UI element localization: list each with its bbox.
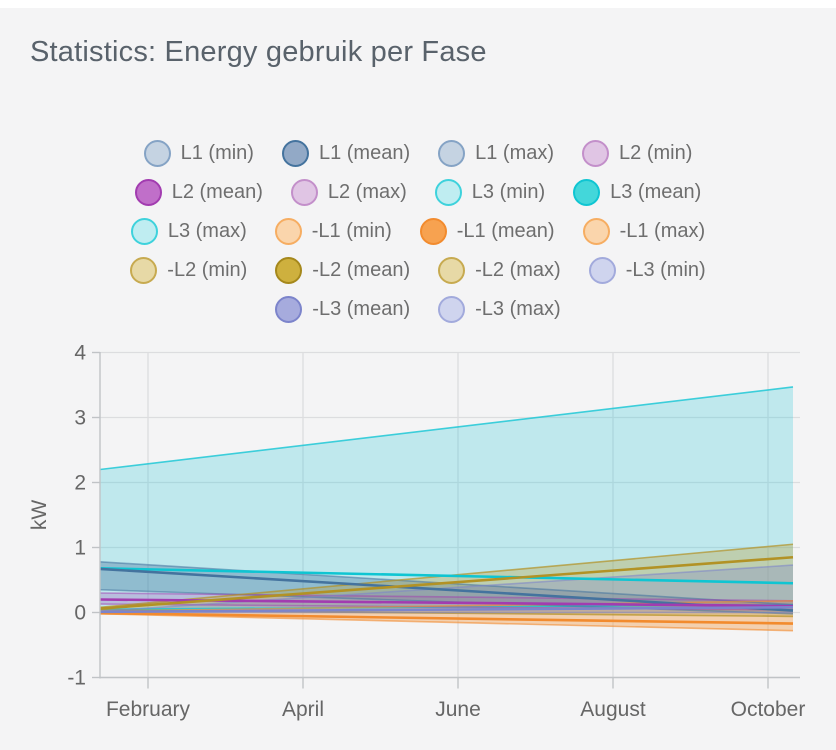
y-tick-label: 0 bbox=[74, 602, 86, 625]
x-tick-label: August bbox=[580, 698, 646, 721]
legend-dot-icon bbox=[573, 178, 601, 206]
-L3-mean-line bbox=[99, 606, 794, 614]
y-tick-label: 2 bbox=[74, 472, 86, 495]
legend-item[interactable]: L1 (mean) bbox=[281, 138, 411, 168]
legend-dot-icon bbox=[275, 295, 303, 323]
legend-dot-icon bbox=[275, 256, 303, 284]
y-tick-label: -1 bbox=[67, 667, 86, 690]
y-tick-label: 1 bbox=[74, 537, 86, 560]
x-tick-label: April bbox=[282, 698, 324, 721]
legend-item-label: L1 (mean) bbox=[318, 141, 411, 164]
-L2-mean-line bbox=[99, 555, 794, 610]
legend-item[interactable]: -L2 (max) bbox=[438, 255, 561, 285]
legend-dot-icon bbox=[290, 178, 318, 206]
legend-item[interactable]: -L3 (min) bbox=[588, 255, 706, 285]
band-L3 bbox=[100, 386, 793, 610]
legend-item[interactable]: -L1 (max) bbox=[582, 216, 706, 246]
legend-dot-icon bbox=[274, 217, 302, 245]
legend-item-label: -L3 (min) bbox=[625, 258, 706, 281]
legend-dot-icon bbox=[281, 139, 309, 167]
legend-dot-icon bbox=[588, 256, 616, 284]
legend-item[interactable]: L2 (max) bbox=[290, 177, 407, 207]
legend-item-label: -L2 (mean) bbox=[312, 258, 411, 281]
legend-item[interactable]: -L2 (mean) bbox=[275, 255, 410, 285]
legend-dot-icon bbox=[419, 217, 447, 245]
legend-dot-icon bbox=[130, 256, 158, 284]
-L3-max-line bbox=[99, 564, 794, 612]
legend-item[interactable]: -L3 (max) bbox=[438, 294, 561, 324]
legend-dot-icon bbox=[438, 256, 466, 284]
legend-item-label: L2 (mean) bbox=[171, 180, 263, 203]
legend-item[interactable]: -L1 (min) bbox=[274, 216, 392, 246]
legend-item[interactable]: L3 (max) bbox=[130, 216, 247, 246]
legend-dot-icon bbox=[438, 295, 466, 323]
y-tick-label: 4 bbox=[74, 342, 86, 365]
legend-item[interactable]: L2 (mean) bbox=[134, 177, 263, 207]
legend-dot-icon bbox=[143, 139, 171, 167]
card-top-strip bbox=[0, 0, 836, 8]
L3-max-line bbox=[99, 386, 794, 471]
legend-item-label: -L2 (min) bbox=[167, 258, 248, 281]
legend-dot-icon bbox=[582, 139, 610, 167]
chart-legend: L1 (min) L1 (mean) L1 (max) L2 (min) L2 (mea… bbox=[68, 138, 768, 324]
-L1-mean-line bbox=[99, 611, 794, 625]
legend-item-label: -L1 (mean) bbox=[456, 219, 555, 242]
y-axis-label: kW bbox=[28, 500, 51, 531]
legend-item-label: -L1 (max) bbox=[619, 219, 706, 242]
legend-item-label: L2 (max) bbox=[327, 180, 407, 203]
legend-item-label: L3 (max) bbox=[167, 219, 247, 242]
legend-item[interactable]: L2 (min) bbox=[582, 138, 692, 168]
y-tick-label: 3 bbox=[74, 407, 86, 430]
legend-item-label: -L2 (max) bbox=[475, 258, 561, 281]
legend-item-label: L1 (max) bbox=[475, 141, 555, 164]
legend-dot-icon bbox=[434, 178, 462, 206]
page-title: Statistics: Energy gebruik per Fase bbox=[30, 36, 487, 68]
x-tick-label: February bbox=[106, 698, 191, 721]
legend-item[interactable]: -L2 (min) bbox=[130, 255, 247, 285]
x-tick-label: October bbox=[731, 698, 806, 721]
legend-dot-icon bbox=[134, 178, 162, 206]
legend-dot-icon bbox=[438, 139, 466, 167]
L2-max-line bbox=[99, 592, 794, 602]
legend-dot-icon bbox=[130, 217, 158, 245]
-L1-min-line bbox=[99, 613, 794, 632]
legend-item-label: -L1 (min) bbox=[311, 219, 392, 242]
legend-item[interactable]: L3 (min) bbox=[434, 177, 546, 207]
legend-item-label: -L3 (mean) bbox=[312, 297, 411, 320]
legend-item[interactable]: -L3 (mean) bbox=[275, 294, 410, 324]
legend-item[interactable]: L1 (max) bbox=[438, 138, 554, 168]
legend-item-label: -L3 (max) bbox=[475, 297, 561, 320]
legend-item[interactable]: L1 (min) bbox=[143, 138, 254, 168]
legend-item-label: L1 (min) bbox=[180, 141, 254, 164]
legend-dot-icon bbox=[582, 217, 610, 245]
L3-mean-line bbox=[99, 567, 794, 585]
legend-item-label: L3 (mean) bbox=[610, 180, 702, 203]
x-tick-label: June bbox=[435, 698, 481, 721]
legend-item[interactable]: -L1 (mean) bbox=[419, 216, 555, 246]
legend-item[interactable]: L3 (mean) bbox=[573, 177, 701, 207]
legend-item-label: L3 (min) bbox=[471, 180, 546, 203]
legend-item-label: L2 (min) bbox=[619, 141, 693, 164]
